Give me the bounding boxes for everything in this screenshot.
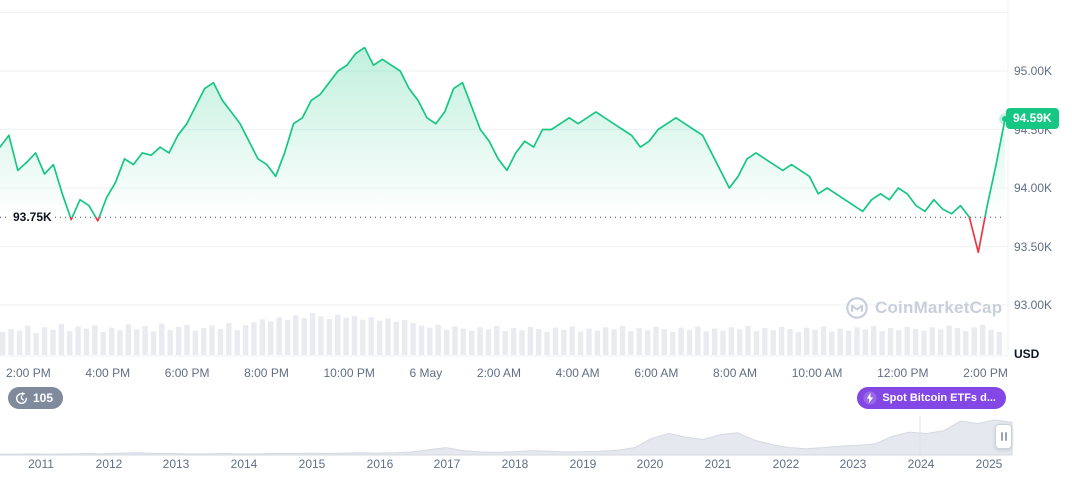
- y-axis-label: 95.00K: [1014, 64, 1053, 78]
- navigator-year-label: 2016: [366, 457, 394, 471]
- x-axis-tick: 2:00 PM: [963, 366, 1008, 380]
- y-axis-label: 93.50K: [1014, 240, 1053, 254]
- current-price-badge: 94.59K: [1006, 108, 1059, 129]
- x-axis-tick: 8:00 PM: [244, 366, 289, 380]
- x-axis-tick: 2:00 PM: [6, 366, 51, 380]
- history-count-badge[interactable]: 105: [8, 387, 64, 409]
- y-axis-label: 93.00K: [1014, 298, 1053, 312]
- volume-bars: [0, 313, 1002, 355]
- history-icon: [15, 391, 28, 405]
- navigator-year-label: 2024: [907, 457, 935, 471]
- navigator-year-label: 2013: [162, 457, 190, 471]
- x-axis-tick: 12:00 PM: [877, 366, 929, 380]
- x-axis-tick: 8:00 AM: [713, 366, 758, 380]
- navigator-year-label: 2014: [230, 457, 258, 471]
- x-axis-tick: 4:00 AM: [555, 366, 600, 380]
- range-navigator[interactable]: [0, 414, 1020, 456]
- x-axis-tick: 6:00 PM: [164, 366, 210, 380]
- navigator-year-label: 2015: [298, 457, 326, 471]
- navigator-year-label: 2011: [28, 457, 54, 471]
- navigator-year-scale: 2011 2012 2013 2014 2015 2016 2017 2018 2019 2020…: [0, 457, 1072, 473]
- navigator-year-label: 2017: [433, 457, 461, 471]
- x-axis-tick: 6:00 AM: [634, 366, 679, 380]
- navigator-year-label: 2021: [704, 457, 732, 471]
- price-line-up: [0, 46, 1006, 218]
- currency-label: USD: [1014, 347, 1040, 361]
- event-badge[interactable]: Spot Bitcoin ETFs d...: [857, 387, 1006, 409]
- watermark-text: CoinMarketCap: [875, 298, 1003, 317]
- coinmarketcap-watermark: CoinMarketCap: [846, 297, 1002, 319]
- navigator-year-label: 2023: [839, 457, 867, 471]
- x-axis-tick: 4:00 PM: [85, 366, 131, 380]
- navigator-handle[interactable]: [995, 424, 1012, 449]
- x-axis: 2:00 PM 4:00 PM 6:00 PM 8:00 PM 10:00 PM…: [6, 366, 1008, 380]
- x-axis-tick: 10:00 AM: [791, 366, 843, 380]
- navigator-area: [0, 419, 1013, 456]
- navigator-year-label: 2019: [569, 457, 597, 471]
- navigator-year-label: 2022: [772, 457, 800, 471]
- lightning-icon: [863, 391, 877, 405]
- price-line-chart[interactable]: [0, 0, 1010, 357]
- navigator-year-label: 2025: [975, 457, 1003, 471]
- coinmarketcap-logo-icon: [846, 297, 868, 319]
- event-label: Spot Bitcoin ETFs d...: [882, 392, 996, 404]
- x-axis-tick: 2:00 AM: [476, 366, 521, 380]
- navigator-year-label: 2012: [95, 457, 123, 471]
- x-axis-tick: 6 May: [409, 366, 443, 380]
- history-count: 105: [33, 391, 54, 405]
- x-axis-tick: 10:00 PM: [323, 366, 375, 380]
- price-line-down: [69, 217, 986, 254]
- y-axis-label: 94.00K: [1014, 181, 1053, 195]
- navigator-year-label: 2020: [636, 457, 664, 471]
- navigator-year-label: 2018: [501, 457, 529, 471]
- price-area-fill: [0, 47, 1005, 218]
- threshold-price-label: 93.75K: [10, 210, 55, 224]
